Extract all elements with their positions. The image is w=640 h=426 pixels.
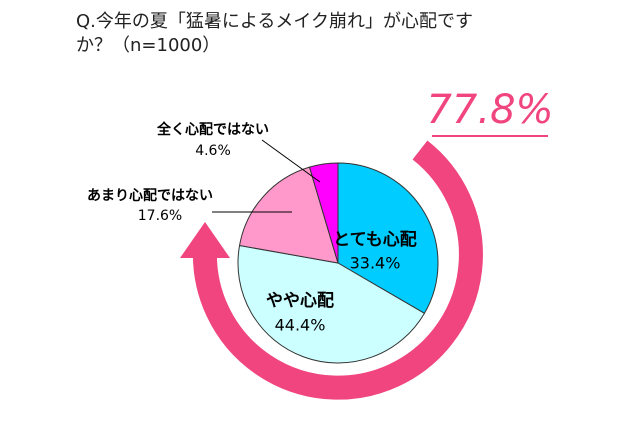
- value-label: 4.6%: [195, 143, 231, 159]
- total-annotation: 77.8%: [426, 87, 553, 133]
- total-arrow-arc: [192, 140, 483, 400]
- value-label: 44.4%: [275, 316, 326, 335]
- pie-slice: [238, 166, 339, 264]
- leader-line: [261, 139, 321, 183]
- slice-label: とても心配: [333, 230, 417, 250]
- value-label: 33.4%: [350, 254, 401, 273]
- slice-label: やや心配: [266, 291, 334, 311]
- pie: [237, 162, 439, 364]
- pie-slice: [308, 162, 339, 264]
- slice-label: あまり心配ではない: [87, 188, 213, 204]
- slice-label: 全く心配ではない: [156, 121, 269, 138]
- value-label: 17.6%: [138, 208, 182, 224]
- pie-slice: [237, 244, 426, 364]
- chart-title: Q.今年の夏「猛暑によるメイク崩れ」が心配ですか？（n=1000）: [76, 11, 473, 56]
- total-arrow-head: [180, 222, 230, 258]
- pie-slice: [337, 162, 439, 315]
